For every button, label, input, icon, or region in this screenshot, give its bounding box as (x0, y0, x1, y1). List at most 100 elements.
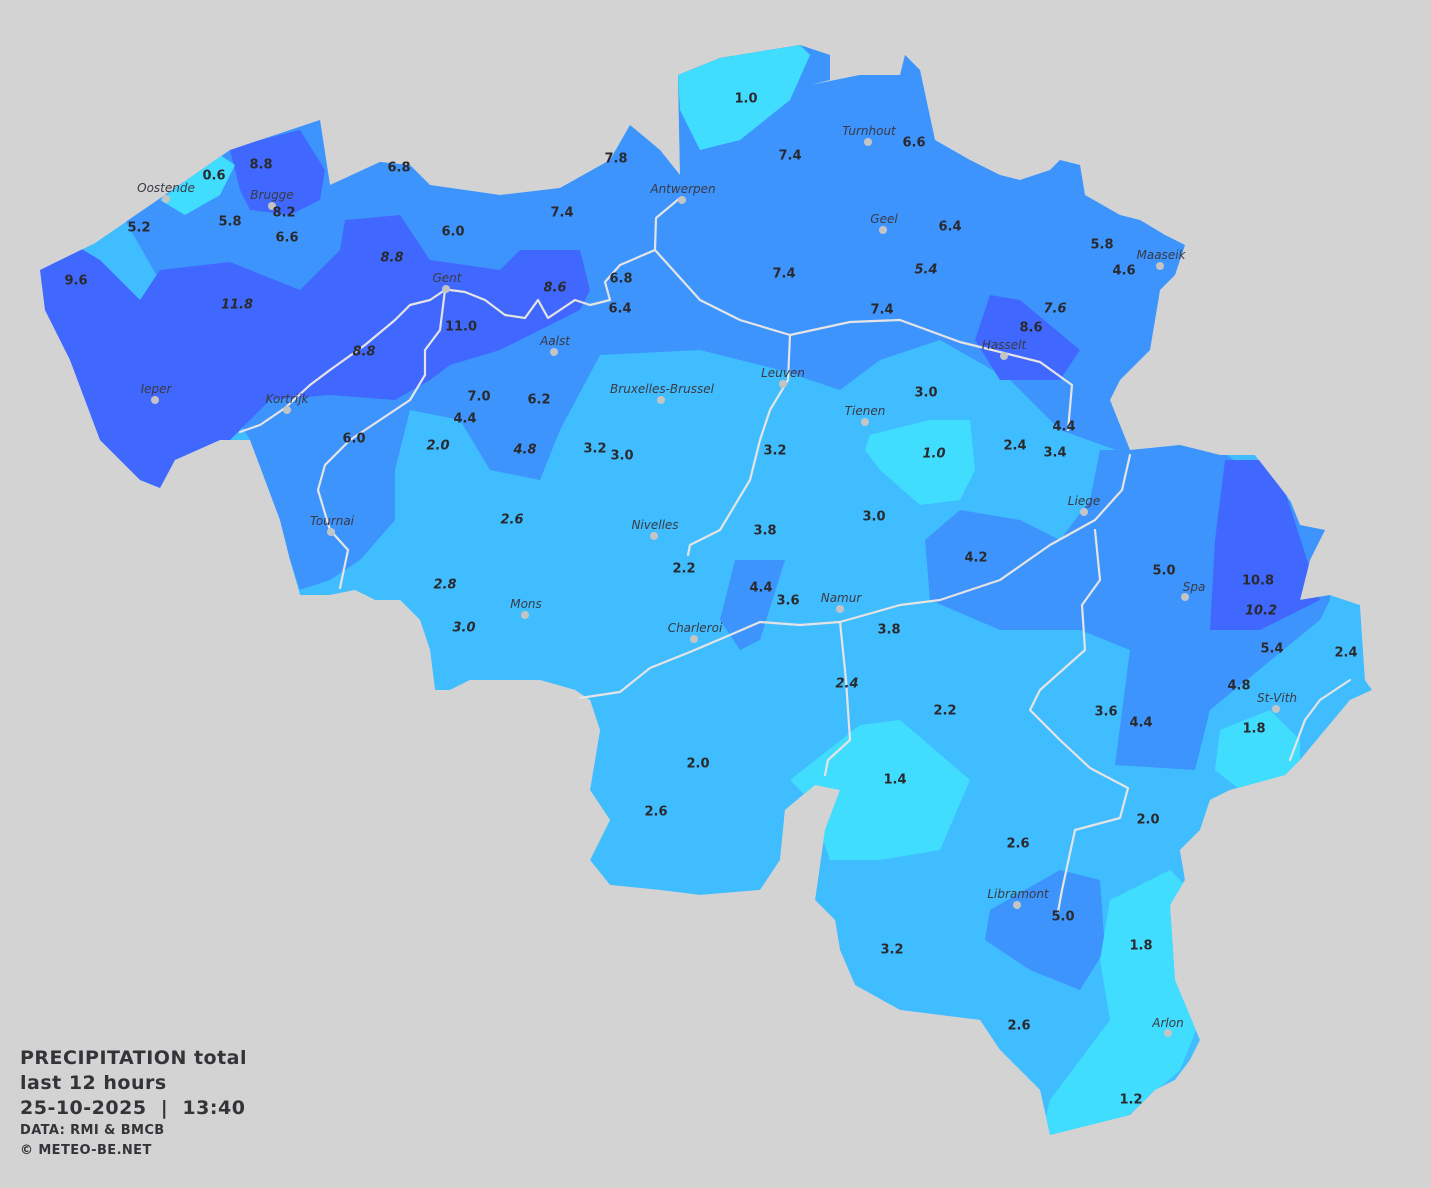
precip-value: 7.6 (1043, 302, 1066, 317)
precip-value: 3.4 (1043, 446, 1066, 461)
city-dot (861, 418, 869, 426)
precip-value: 8.8 (352, 345, 375, 360)
precip-value: 10.8 (1242, 574, 1274, 589)
cities: Oostende Brugge Antwerpen Turnhout Geel Maase… (137, 124, 1297, 1037)
precip-value: 5.2 (127, 221, 150, 236)
city-label: Hasselt (982, 338, 1028, 352)
precip-value: 0.6 (202, 169, 225, 184)
city-dot (442, 285, 450, 293)
city-label: Tournai (310, 514, 355, 528)
precip-value: 3.0 (610, 449, 633, 464)
precip-value: 7.4 (772, 267, 795, 282)
city-label: Arlon (1151, 1016, 1183, 1030)
city-label: Maaseik (1137, 248, 1187, 262)
city-dot (1080, 508, 1088, 516)
precip-value: 7.4 (870, 303, 893, 318)
precip-value: 1.0 (734, 92, 757, 107)
city-dot (779, 380, 787, 388)
city-label: Oostende (137, 181, 195, 195)
city-label: Antwerpen (649, 182, 715, 196)
city-dot (1000, 352, 1008, 360)
city-dot (162, 195, 170, 203)
city-label: St-Vith (1257, 691, 1297, 705)
city-dot (1013, 901, 1021, 909)
city-label: Ieper (141, 382, 173, 396)
city-dot (1156, 262, 1164, 270)
precip-value: 6.8 (387, 161, 410, 176)
precip-value: 5.4 (914, 263, 937, 278)
precip-value: 9.6 (64, 274, 87, 289)
city-dot (1164, 1029, 1172, 1037)
precip-value: 7.4 (550, 206, 573, 221)
precip-value: 2.6 (644, 805, 667, 820)
city-dot (283, 406, 291, 414)
precip-value: 2.4 (835, 677, 858, 692)
precip-value: 1.8 (1129, 939, 1152, 954)
river-leie (238, 288, 447, 434)
precip-value: 3.0 (452, 621, 475, 636)
precip-value: 7.8 (604, 152, 627, 167)
city-label: Namur (821, 591, 863, 605)
legend-period: last 12 hours (20, 1072, 167, 1094)
precip-value: 11.8 (221, 298, 253, 313)
precip-value: 8.8 (249, 158, 272, 173)
city-dot (864, 138, 872, 146)
precip-value: 2.4 (1003, 439, 1026, 454)
precip-value: 8.6 (543, 281, 566, 296)
zone-oostende (160, 155, 235, 215)
legend-datetime: 25-10-2025 | 13:40 (20, 1097, 246, 1119)
precip-value: 2.6 (1006, 837, 1029, 852)
precip-value: 6.4 (938, 220, 961, 235)
city-label: Nivelles (631, 518, 678, 532)
precip-value: 4.4 (749, 581, 772, 596)
precip-value: 8.2 (272, 206, 295, 221)
zone-antwerp-north (678, 45, 810, 150)
precip-value: 8.8 (380, 251, 403, 266)
city-dot (1272, 705, 1280, 713)
precip-value: 1.0 (922, 447, 945, 462)
precip-value: 2.0 (686, 757, 709, 772)
precip-value: 3.8 (877, 623, 900, 638)
precip-value: 1.8 (1242, 722, 1265, 737)
city-label: Aalst (539, 334, 571, 348)
precip-value: 8.6 (1019, 321, 1042, 336)
river-meuse-south (823, 620, 852, 777)
precip-value: 4.4 (1052, 420, 1075, 435)
precip-value: 4.6 (1112, 264, 1135, 279)
legend-source: DATA: RMI & BMCB (20, 1123, 165, 1138)
precip-value: 3.8 (753, 524, 776, 539)
precip-value: 3.0 (862, 510, 885, 525)
city-dot (690, 635, 698, 643)
precip-value: 2.2 (933, 704, 956, 719)
precip-value: 3.0 (914, 386, 937, 401)
precip-value: 4.4 (1129, 716, 1152, 731)
precip-value: 5.4 (1260, 642, 1283, 657)
precip-value: 2.8 (433, 578, 456, 593)
precip-value: 2.0 (426, 439, 449, 454)
precip-value: 6.8 (609, 272, 632, 287)
zone-west (40, 215, 590, 490)
city-label: Libramont (987, 887, 1050, 901)
precip-value: 5.8 (1090, 238, 1113, 253)
precip-value: 4.8 (512, 443, 536, 458)
city-label: Bruxelles-Brussel (610, 382, 715, 396)
precip-value: 5.8 (218, 215, 241, 230)
city-dot (521, 611, 529, 619)
rivers (238, 196, 1352, 914)
zone-tienen (865, 420, 975, 505)
precip-value: 1.4 (883, 773, 906, 788)
precip-value: 5.0 (1051, 910, 1074, 925)
legend: PRECIPITATION total last 12 hours 25-10-… (20, 1046, 247, 1161)
city-label: Turnhout (842, 124, 897, 138)
precip-value: 2.6 (1007, 1019, 1030, 1034)
precip-value: 2.0 (1136, 813, 1159, 828)
precip-value: 4.8 (1227, 679, 1250, 694)
city-label: Leuven (761, 366, 805, 380)
river-demer (788, 318, 1074, 432)
precip-value: 3.6 (1094, 705, 1117, 720)
zone-brugge (230, 130, 325, 215)
precip-value: 11.0 (445, 320, 477, 335)
zone-st-vith (1215, 710, 1300, 790)
city-label: Charleroi (668, 621, 723, 635)
